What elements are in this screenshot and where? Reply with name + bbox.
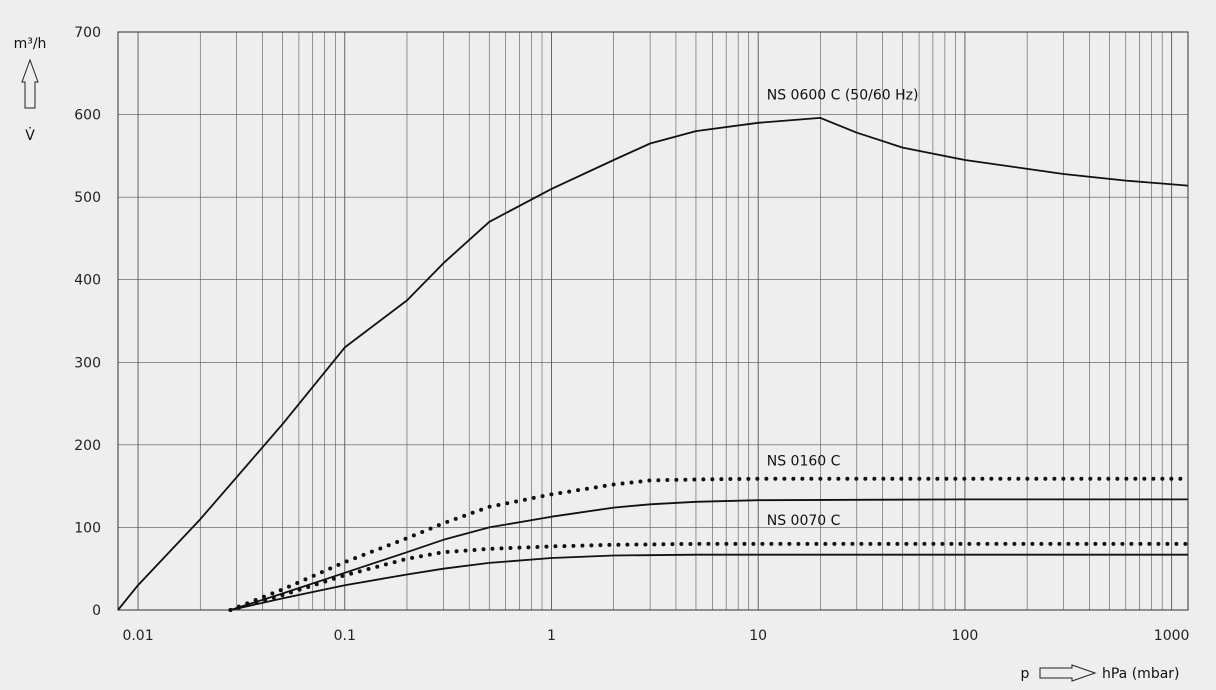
y-unit-label: m³/h [14,36,47,52]
series-annotation: NS 0160 C [767,454,841,470]
series-annotation: NS 0070 C [767,513,841,529]
y-tick-label: 600 [74,108,101,124]
y-tick-label: 500 [74,190,101,206]
plot-frame [117,31,1189,611]
y-symbol-label: V̇ [25,127,35,144]
y-tick-label: 400 [74,273,101,289]
x-tick-label: 0.1 [334,628,356,644]
series-annotation: NS 0600 C (50/60 Hz) [767,88,919,104]
x-tick-label: 10 [749,628,767,644]
x-unit-label: hPa (mbar) [1102,666,1180,682]
series-line-3 [228,541,1190,612]
series-line-4 [230,553,1188,611]
x-tick-label: 1 [547,628,556,644]
x-tick-label: 100 [952,628,979,644]
grid-lines [118,31,1188,611]
y-tick-label: 100 [74,520,101,536]
x-axis-arrow-icon [1039,664,1097,682]
y-tick-label: 700 [74,25,101,41]
y-tick-label: 300 [74,355,101,371]
tick-labels: 0.01 0.1 1 10 100 1000 0 100 200 300 400 500 600 700 [74,25,1189,644]
y-axis-arrow-icon [21,58,39,109]
series-line-0 [117,117,1189,611]
series-line-2 [230,498,1188,611]
series-group [117,117,1190,612]
x-tick-label: 1000 [1154,628,1190,644]
x-symbol-label: p [1021,666,1030,682]
series-line-1 [228,476,1190,612]
plot-border [117,31,1189,611]
y-tick-label: 200 [74,438,101,454]
annotations: NS 0600 C (50/60 Hz) NS 0160 C NS 0070 C [767,88,919,529]
y-tick-label: 0 [92,603,101,619]
x-tick-label: 0.01 [122,628,153,644]
